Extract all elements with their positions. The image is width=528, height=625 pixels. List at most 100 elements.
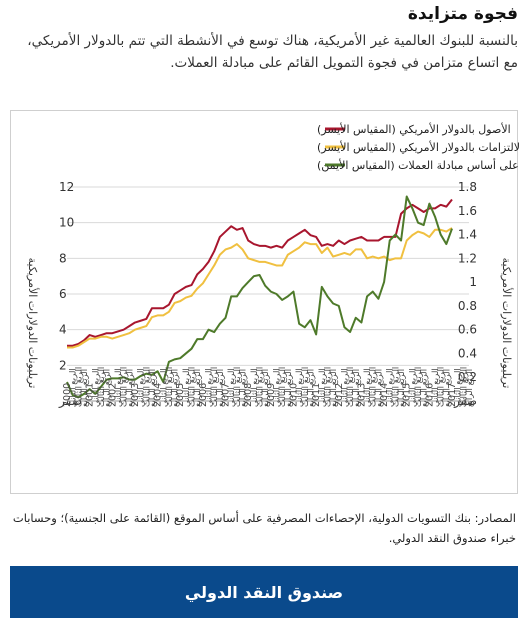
x-quarter-label: الربع الثاني bbox=[363, 368, 373, 407]
x-quarter-label: الربع الثاني bbox=[205, 368, 215, 407]
x-quarter-label: الربع الثالث bbox=[437, 367, 447, 407]
series-line-swap-funding-gap bbox=[66, 195, 453, 399]
x-quarter-label: الربع الثالث bbox=[301, 367, 311, 407]
x-quarter-label: الربع الثالث bbox=[210, 367, 220, 407]
x-quarter-label: الربع الثالث bbox=[142, 367, 152, 407]
x-quarter-label: الربع الثاني bbox=[318, 368, 328, 407]
x-year-label: 2002 bbox=[107, 383, 118, 407]
left-tick-label: 12 bbox=[59, 180, 74, 194]
left-axis-label: تريليونات الدولارات الأمريكية bbox=[26, 258, 40, 389]
x-quarter-label: الربع الثاني bbox=[408, 368, 418, 407]
x-year-label: 2012 bbox=[334, 383, 345, 407]
x-quarter-label: الربع الرابع bbox=[306, 369, 316, 407]
x-quarter-label: الربع الثاني bbox=[69, 368, 79, 407]
x-quarter-label: الربع الرابع bbox=[239, 369, 249, 407]
x-quarter-label: الربع الثالث bbox=[256, 367, 266, 407]
x-quarter-label: الربع الثاني bbox=[295, 368, 305, 407]
x-quarter-label: الربع الثاني bbox=[91, 368, 101, 407]
x-year-label: 2011 bbox=[311, 383, 322, 407]
x-quarter-label: الربع الرابع bbox=[171, 369, 181, 407]
x-quarter-label: الربع الثاني bbox=[272, 368, 282, 407]
x-quarter-label: الربع الثالث bbox=[346, 367, 356, 407]
x-year-label: 2006 bbox=[198, 383, 209, 407]
x-quarter-label: الربع الثاني bbox=[250, 368, 260, 407]
x-quarter-label: الربع الثاني bbox=[227, 368, 237, 407]
x-quarter-label: الربع الرابع bbox=[193, 369, 203, 407]
x-quarter-label: الربع الثالث bbox=[188, 367, 198, 407]
legend-label-usd-assets: الأصول بالدولار الأمريكي (المقياس الأيسر… bbox=[317, 122, 511, 136]
x-quarter-label: الربع الثالث bbox=[97, 367, 107, 407]
right-tick-label: 1 bbox=[469, 275, 477, 289]
x-year-label: 2009 bbox=[266, 383, 277, 407]
left-tick-label: 8 bbox=[59, 251, 67, 265]
x-year-label: 2017 bbox=[447, 383, 458, 407]
x-year-label: 2007 bbox=[221, 383, 232, 407]
x-quarter-label: الربع الثاني bbox=[182, 368, 192, 407]
x-quarter-label: الربع الثاني bbox=[340, 368, 350, 407]
x-quarter-label: الربع الثالث bbox=[391, 367, 401, 407]
x-quarter-label: الربع الثاني bbox=[137, 368, 147, 407]
x-quarter-label: الربع الثالث bbox=[278, 367, 288, 407]
x-quarter-label: الربع الرابع bbox=[352, 369, 362, 407]
right-tick-label: 0.8 bbox=[458, 299, 477, 313]
x-quarter-label: الربع الرابع bbox=[103, 369, 113, 407]
page-title: فجوة متزايدة bbox=[407, 4, 518, 24]
x-quarter-label: الربع الثاني bbox=[159, 368, 169, 407]
left-tick-label: 10 bbox=[59, 216, 74, 230]
x-quarter-label: الربع الثالث bbox=[369, 367, 379, 407]
right-tick-label: 0.6 bbox=[458, 323, 477, 337]
right-tick-label: 1.2 bbox=[458, 251, 477, 265]
left-tick-label: 4 bbox=[59, 323, 67, 337]
x-quarter-label: الربع الرابع bbox=[442, 369, 452, 407]
x-quarter-label: الربع الرابع bbox=[397, 369, 407, 407]
imf-button[interactable]: صندوق النقد الدولي bbox=[10, 566, 518, 618]
right-axis-label: تريليونات الدولارات الأمريكية bbox=[500, 258, 514, 389]
x-quarter-label: الربع الرابع bbox=[284, 369, 294, 407]
x-quarter-label: الربع الثالث bbox=[323, 367, 333, 407]
page-subtitle: بالنسبة للبنوك العالمية غير الأمريكية، ه… bbox=[27, 33, 518, 71]
x-quarter-label: الربع الرابع bbox=[216, 369, 226, 407]
series-line-usd-assets bbox=[67, 198, 453, 347]
x-quarter-label: الربع الثالث bbox=[459, 367, 469, 407]
right-tick-label: 1.8 bbox=[458, 180, 477, 194]
left-tick-label: 6 bbox=[59, 287, 67, 301]
x-year-label: 2010 bbox=[288, 383, 299, 407]
x-quarter-label: الربع الثالث bbox=[120, 367, 130, 407]
x-quarter-label: الربع الرابع bbox=[125, 369, 135, 407]
chart-container: صفر 2 4 6 8 10 12 صفر 0.2 0.4 0.6 0.8 1 1.2 1.4 1.6 1.8… bbox=[10, 110, 519, 494]
x-year-label: 2008 bbox=[243, 383, 254, 407]
x-quarter-label: الربع الثالث bbox=[165, 367, 175, 407]
right-tick-label: 1.6 bbox=[458, 204, 477, 218]
x-year-label: 2003 bbox=[130, 383, 141, 407]
x-year-label: 2016 bbox=[424, 383, 435, 407]
x-year-label: 2015 bbox=[402, 383, 413, 407]
source-note: المصادر: بنك التسويات الدولية، الإحصاءات… bbox=[12, 511, 516, 545]
legend-label-swap-funding-gap: فجوة التمويل على أساس مبادلة العملات (ال… bbox=[317, 158, 519, 172]
x-quarter-label: الربع الرابع bbox=[148, 369, 158, 407]
right-tick-label: 0.2 bbox=[458, 370, 477, 384]
x-year-label: 2004 bbox=[153, 383, 164, 407]
x-quarter-label: الربع الثاني bbox=[431, 368, 441, 407]
x-quarter-label: الربع الرابع bbox=[374, 369, 384, 407]
x-quarter-label: الربع الثاني bbox=[386, 368, 396, 407]
right-tick-label: 1.4 bbox=[458, 228, 477, 242]
x-quarter-label: الربع الرابع bbox=[420, 369, 430, 407]
right-tick-label: 0.4 bbox=[458, 346, 477, 360]
left-tick-label: 2 bbox=[59, 358, 67, 372]
x-quarter-label: الربع الثاني bbox=[454, 368, 464, 407]
x-quarter-label: الربع الثالث bbox=[74, 367, 84, 407]
legend-label-usd-liabilities: الالتزامات بالدولار الأمريكي (المقياس ال… bbox=[317, 140, 519, 154]
x-quarter-label: الربع الثالث bbox=[414, 367, 424, 407]
x-year-label: 2000 bbox=[62, 383, 73, 407]
x-quarter-label: الربع الرابع bbox=[329, 369, 339, 407]
x-year-label: 2005 bbox=[175, 383, 186, 407]
x-quarter-label: الربع الثالث bbox=[233, 367, 243, 407]
x-quarter-label: الربع الرابع bbox=[465, 369, 475, 407]
x-year-label: 2013 bbox=[356, 383, 367, 407]
x-year-label: 2014 bbox=[379, 383, 390, 407]
x-quarter-label: الربع الثاني bbox=[114, 368, 124, 407]
x-quarter-label: الربع الرابع bbox=[261, 369, 271, 407]
x-quarter-label: الربع الرابع bbox=[80, 369, 90, 407]
x-year-label: 2001 bbox=[85, 383, 96, 407]
